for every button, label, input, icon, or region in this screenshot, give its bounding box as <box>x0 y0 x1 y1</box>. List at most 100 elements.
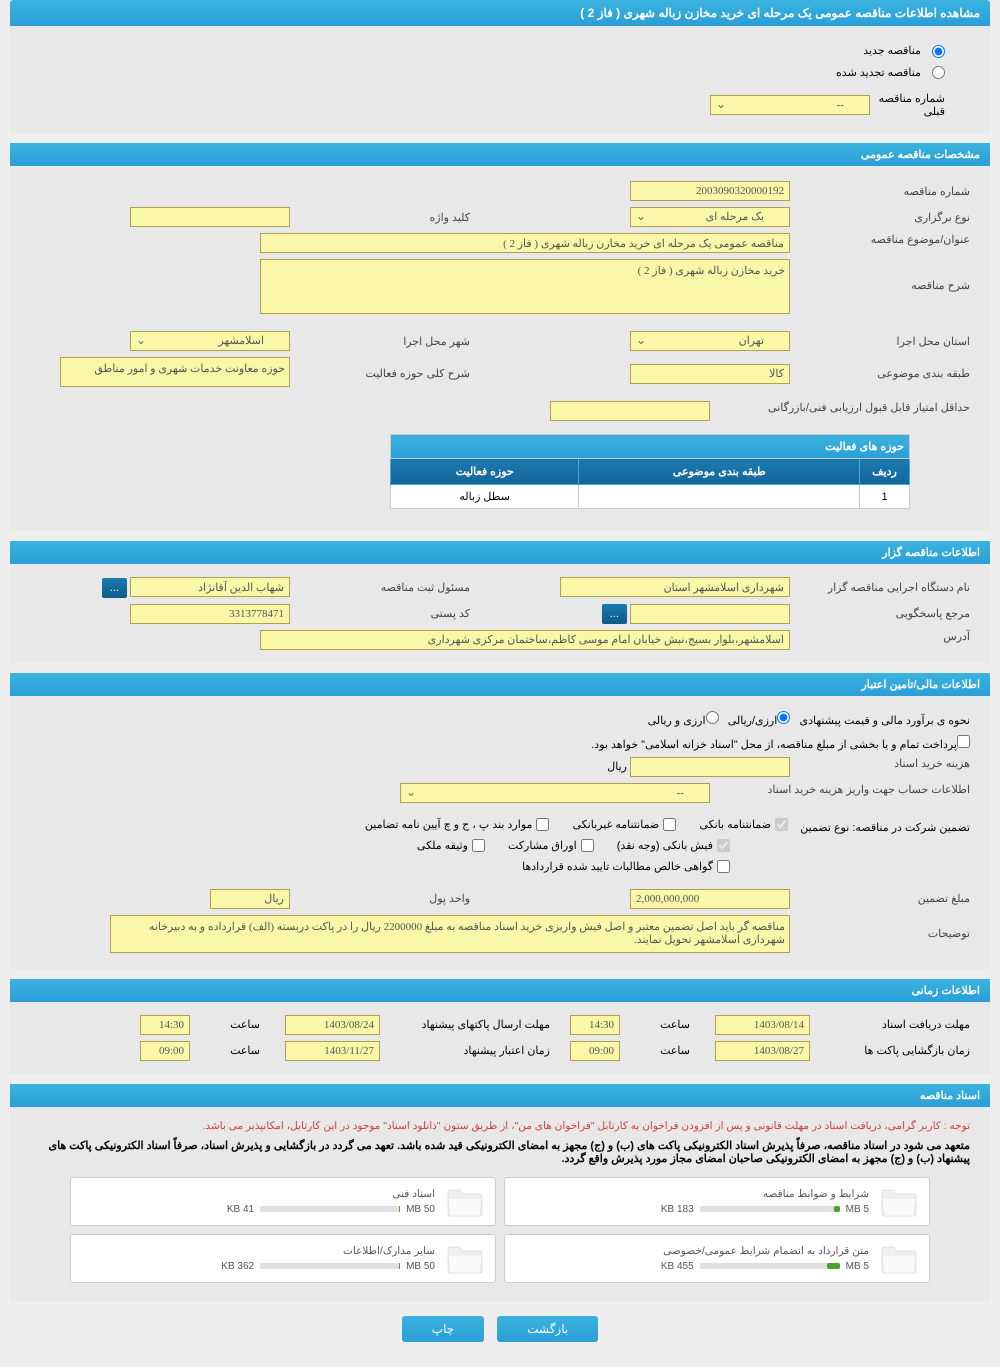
renewed-tender-label: مناقصه تجدید شده <box>836 67 921 79</box>
registrar-lookup-button[interactable]: ... <box>102 578 127 598</box>
method-radio2-label: ارزی و ریالی <box>648 715 706 727</box>
validity-time-input[interactable] <box>140 1041 190 1061</box>
new-tender-radio[interactable] <box>932 45 945 58</box>
chk-cash-label: فیش بانکی (وجه نقد) <box>617 839 713 852</box>
method-label: نحوه ی برآورد مالی و قیمت پیشنهادی <box>799 715 970 727</box>
description-textarea[interactable]: خرید مخازن زباله شهری ( فاز 2 ) <box>260 259 790 314</box>
registrar-input[interactable] <box>130 577 290 597</box>
envelope-deadline-label: مهلت ارسال پاکتهای پیشنهاد <box>380 1018 550 1031</box>
subject-input[interactable] <box>260 233 790 253</box>
activity-table-title: حوزه های فعالیت <box>391 435 910 459</box>
tender-no-label: شماره مناقصه <box>790 185 990 198</box>
account-info-label: اطلاعات حساب جهت واریز هزینه خرید اسناد <box>710 783 990 796</box>
file-card[interactable]: متن قرارداد به انضمام شرایط عمومی/خصوصی 5… <box>504 1234 930 1283</box>
tender-no-input[interactable] <box>630 181 790 201</box>
section-docs-header: اسناد مناقصه <box>10 1084 990 1107</box>
keyword-label: کلید واژه <box>290 211 490 224</box>
chk-cases[interactable] <box>536 818 549 831</box>
file-max-size: 50 MB <box>406 1204 435 1215</box>
envelope-date-input[interactable] <box>285 1015 380 1035</box>
hour-label-3: ساعت <box>620 1044 690 1057</box>
activity-cell-idx: 1 <box>860 485 910 509</box>
receive-time-input[interactable] <box>570 1015 620 1035</box>
guarantee-amount-label: مبلغ تضمین <box>790 892 990 905</box>
currency-unit-label: واحد پول <box>290 892 490 905</box>
receive-deadline-label: مهلت دریافت اسناد <box>810 1018 970 1031</box>
prev-tender-select[interactable]: -- <box>710 95 870 115</box>
responder-lookup-button[interactable]: ... <box>602 604 627 624</box>
org-input[interactable] <box>560 577 790 597</box>
chk-securities-label: اوراق مشارکت <box>508 839 577 852</box>
postal-label: کد پستی <box>290 607 490 620</box>
file-size: 455 KB <box>661 1261 694 1272</box>
treasury-checkbox[interactable] <box>957 735 970 748</box>
responder-label: مرجع پاسخگویی <box>790 607 990 620</box>
receive-date-input[interactable] <box>715 1015 810 1035</box>
min-score-input[interactable] <box>550 401 710 421</box>
registrar-label: مسئول ثبت مناقصه <box>290 581 490 594</box>
category-label: طبقه بندی موضوعی <box>790 367 990 380</box>
chk-cash[interactable] <box>717 839 730 852</box>
file-max-size: 50 MB <box>406 1261 435 1272</box>
file-name: اسناد فنی <box>81 1188 435 1200</box>
keyword-input[interactable] <box>130 207 290 227</box>
file-size: 183 KB <box>661 1204 694 1215</box>
purchase-cost-input[interactable] <box>630 757 790 777</box>
prev-tender-label: شماره مناقصه قبلی <box>878 92 945 118</box>
file-card[interactable]: شرایط و ضوابط مناقصه5 MB183 KB <box>504 1177 930 1226</box>
file-max-size: 5 MB <box>846 1204 869 1215</box>
section-general-header: مشخصات مناقصه عمومی <box>10 143 990 166</box>
city-select[interactable]: اسلامشهر <box>130 331 290 351</box>
docs-note-red: توجه : کاربر گرامی، دریافت اسناد در مهلت… <box>10 1115 990 1137</box>
method-radio1-label: ارزی/ریالی <box>728 715 778 727</box>
province-select[interactable]: تهران <box>630 331 790 351</box>
currency-rial-1: ریال <box>607 761 627 773</box>
address-input[interactable] <box>260 630 790 650</box>
open-time-input[interactable] <box>570 1041 620 1061</box>
account-info-select[interactable]: -- <box>400 783 710 803</box>
activity-col-row: ردیف <box>860 459 910 485</box>
folder-icon <box>445 1241 485 1276</box>
file-name: متن قرارداد به انضمام شرایط عمومی/خصوصی <box>515 1245 869 1257</box>
category-input[interactable] <box>630 364 790 384</box>
activity-col-scope: حوزه فعالیت <box>391 459 579 485</box>
chk-bank-guarantee-label: ضمانتنامه بانکی <box>699 818 771 831</box>
min-score-label: حداقل امتیاز قابل قبول ارزیابی فنی/بازرگ… <box>710 401 990 414</box>
hour-label-1: ساعت <box>620 1018 690 1031</box>
chk-property[interactable] <box>472 839 485 852</box>
method-radio1[interactable] <box>777 711 790 724</box>
guarantee-type-label: تضمین شرکت در مناقصه: نوع تضمین <box>800 822 970 834</box>
file-card[interactable]: اسناد فنی50 MB41 KB <box>70 1177 496 1226</box>
activity-cell-category <box>579 485 860 509</box>
folder-icon <box>445 1184 485 1219</box>
method-radio2[interactable] <box>706 711 719 724</box>
chk-nonbank-label: ضمانتنامه غیربانکی <box>572 818 659 831</box>
open-date-input[interactable] <box>715 1041 810 1061</box>
org-label: نام دستگاه اجرایی مناقصه گزار <box>790 581 990 594</box>
validity-date-input[interactable] <box>285 1041 380 1061</box>
chk-bank-guarantee[interactable] <box>775 818 788 831</box>
page-title: مشاهده اطلاعات مناقصه عمومی یک مرحله ای … <box>10 0 990 26</box>
holding-type-label: نوع برگزاری <box>790 211 990 224</box>
envelope-time-input[interactable] <box>140 1015 190 1035</box>
file-max-size: 5 MB <box>846 1261 869 1272</box>
chk-nonbank[interactable] <box>663 818 676 831</box>
file-card[interactable]: سایر مدارک/اطلاعات50 MB362 KB <box>70 1234 496 1283</box>
renewed-tender-radio[interactable] <box>932 66 945 79</box>
scope-textarea[interactable]: حوزه معاونت خدمات شهری و امور مناطق <box>60 357 290 387</box>
file-size: 362 KB <box>221 1261 254 1272</box>
print-button[interactable]: چاپ <box>402 1316 484 1342</box>
notes-textarea[interactable]: مناقصه گر باید اصل تضمین معتبر و اصل فیش… <box>110 915 790 953</box>
back-button[interactable]: بازگشت <box>497 1316 598 1342</box>
currency-unit-input[interactable] <box>210 889 290 909</box>
treasury-note: پرداخت تمام و یا بخشی از مبلغ مناقصه، از… <box>591 739 957 751</box>
guarantee-amount-input[interactable] <box>630 889 790 909</box>
hour-label-2: ساعت <box>190 1018 260 1031</box>
postal-input[interactable] <box>130 604 290 624</box>
chk-securities[interactable] <box>581 839 594 852</box>
description-label: شرح مناقصه <box>790 259 990 292</box>
holding-type-select[interactable]: یک مرحله ای <box>630 207 790 227</box>
chk-receivables[interactable] <box>717 860 730 873</box>
section-time-header: اطلاعات زمانی <box>10 979 990 1002</box>
responder-input[interactable] <box>630 604 790 624</box>
